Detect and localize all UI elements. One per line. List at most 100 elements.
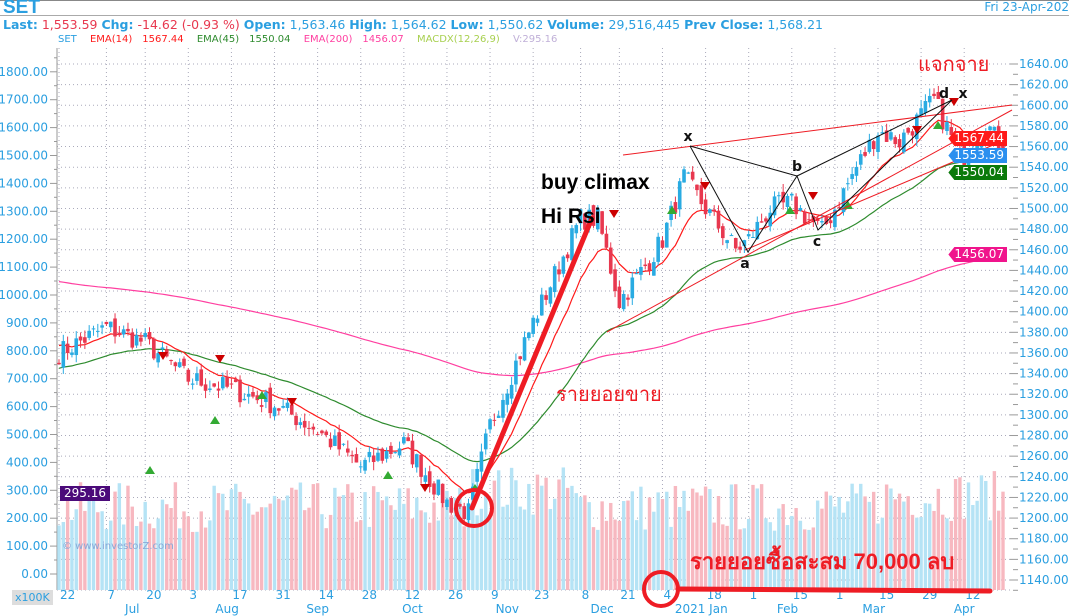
prev-close-label: Prev Close: <box>684 17 764 32</box>
ema14-price-tag: 1567.44 <box>948 131 1007 146</box>
volume-bar <box>501 506 505 590</box>
candle-body <box>432 483 436 495</box>
upper-trendline <box>622 104 1013 156</box>
volume-bar <box>449 515 453 590</box>
volume-bar <box>393 509 397 590</box>
legend-symbol: SET <box>58 34 77 45</box>
candle-body <box>406 437 410 442</box>
candle-body <box>65 343 70 354</box>
candle-body <box>712 209 716 212</box>
volume-bar <box>996 510 1001 590</box>
volume-bar <box>867 501 872 590</box>
volume-bar <box>389 505 393 590</box>
volume-value: 29,516,445 <box>608 17 681 32</box>
candle-body <box>324 431 329 435</box>
pattern-point-label: d <box>939 86 949 102</box>
pattern-point-label: c <box>813 234 821 250</box>
volume-bar <box>565 487 570 590</box>
volume-bar <box>277 498 281 590</box>
sell-signal-icon <box>287 398 297 406</box>
candle-body <box>682 169 686 183</box>
right-axis-label: 1400.00 <box>1019 305 1069 319</box>
volume-bar <box>57 525 61 590</box>
volume-bar <box>871 491 876 590</box>
left-axis-label: 900.00 <box>6 316 48 330</box>
volume-bar <box>665 491 669 590</box>
volume-bar <box>940 514 945 590</box>
volume-bar <box>359 520 363 590</box>
candle-body <box>445 499 449 508</box>
volume-bar <box>915 517 919 590</box>
volume-bar <box>794 507 798 590</box>
candle-body <box>449 498 454 513</box>
candle-body <box>367 451 372 458</box>
volume-bar <box>889 488 893 590</box>
candle-body <box>139 337 143 342</box>
volume-bar <box>113 491 117 590</box>
candle-body <box>212 383 216 387</box>
volume-bar <box>462 526 466 590</box>
volume-bar <box>600 501 604 590</box>
candle-body <box>475 468 479 482</box>
candle-body <box>363 459 367 471</box>
volume-bar <box>643 529 647 590</box>
candle-body <box>846 183 850 185</box>
volume-bar <box>712 522 716 590</box>
candle-body <box>828 220 833 224</box>
right-axis-label: 1520.00 <box>1019 181 1069 195</box>
right-axis-label: 1200.00 <box>1019 511 1069 525</box>
x-axis-label: 9 <box>491 588 499 602</box>
volume-bar <box>186 516 191 590</box>
candle-body <box>527 332 531 339</box>
volume-bar <box>850 483 854 590</box>
candle-body <box>764 218 768 222</box>
candle-body <box>854 167 859 176</box>
candle-body <box>716 210 721 229</box>
low-label: Low: <box>450 17 484 32</box>
x-axis-label: 26 <box>448 588 463 602</box>
volume-bar <box>432 502 436 590</box>
volume-bar <box>234 483 238 590</box>
x-axis-label: 1 <box>750 588 758 602</box>
candle-body <box>328 438 333 448</box>
volume-bar <box>966 482 971 590</box>
candle-body <box>600 211 604 234</box>
volume-bar <box>518 506 522 590</box>
candle-body <box>281 405 285 408</box>
volume-bar <box>522 509 527 590</box>
volume-bar <box>617 520 622 590</box>
high-value: 1,564.62 <box>390 17 447 32</box>
candle-body <box>126 328 130 332</box>
candle-body <box>910 131 915 136</box>
volume-bar <box>682 490 686 590</box>
distribution-annotation: แจกจาย <box>918 54 989 76</box>
candle-body <box>634 273 639 275</box>
x-axis-label: 14 <box>319 588 334 602</box>
volume-bar <box>436 520 441 590</box>
volume-bar <box>660 499 665 590</box>
volume-bar <box>333 487 337 590</box>
candle-body <box>833 209 837 228</box>
candle-body <box>220 377 225 389</box>
volume-bar <box>897 493 902 590</box>
chg-label: Chg: <box>101 17 134 32</box>
volume-bar <box>173 482 178 590</box>
volume-bar <box>505 504 509 590</box>
volume-bar <box>854 493 859 590</box>
volume-bar <box>83 510 87 590</box>
x-axis-label: 3 <box>189 588 197 602</box>
volume-bar <box>673 485 678 590</box>
candle-body <box>820 221 824 223</box>
right-axis-label: 1440.00 <box>1019 263 1069 277</box>
volume-bar <box>695 492 699 590</box>
candle-body <box>186 369 191 382</box>
candle-body <box>578 209 583 224</box>
last-value: 1,553.59 <box>41 17 98 32</box>
left-axis-label: 1200.00 <box>0 232 48 246</box>
volume-bar <box>410 518 415 590</box>
candle-body <box>380 448 385 461</box>
right-axis-label: 1540.00 <box>1019 160 1069 174</box>
x-axis-label: 28 <box>362 588 377 602</box>
volume-bar <box>130 506 134 590</box>
